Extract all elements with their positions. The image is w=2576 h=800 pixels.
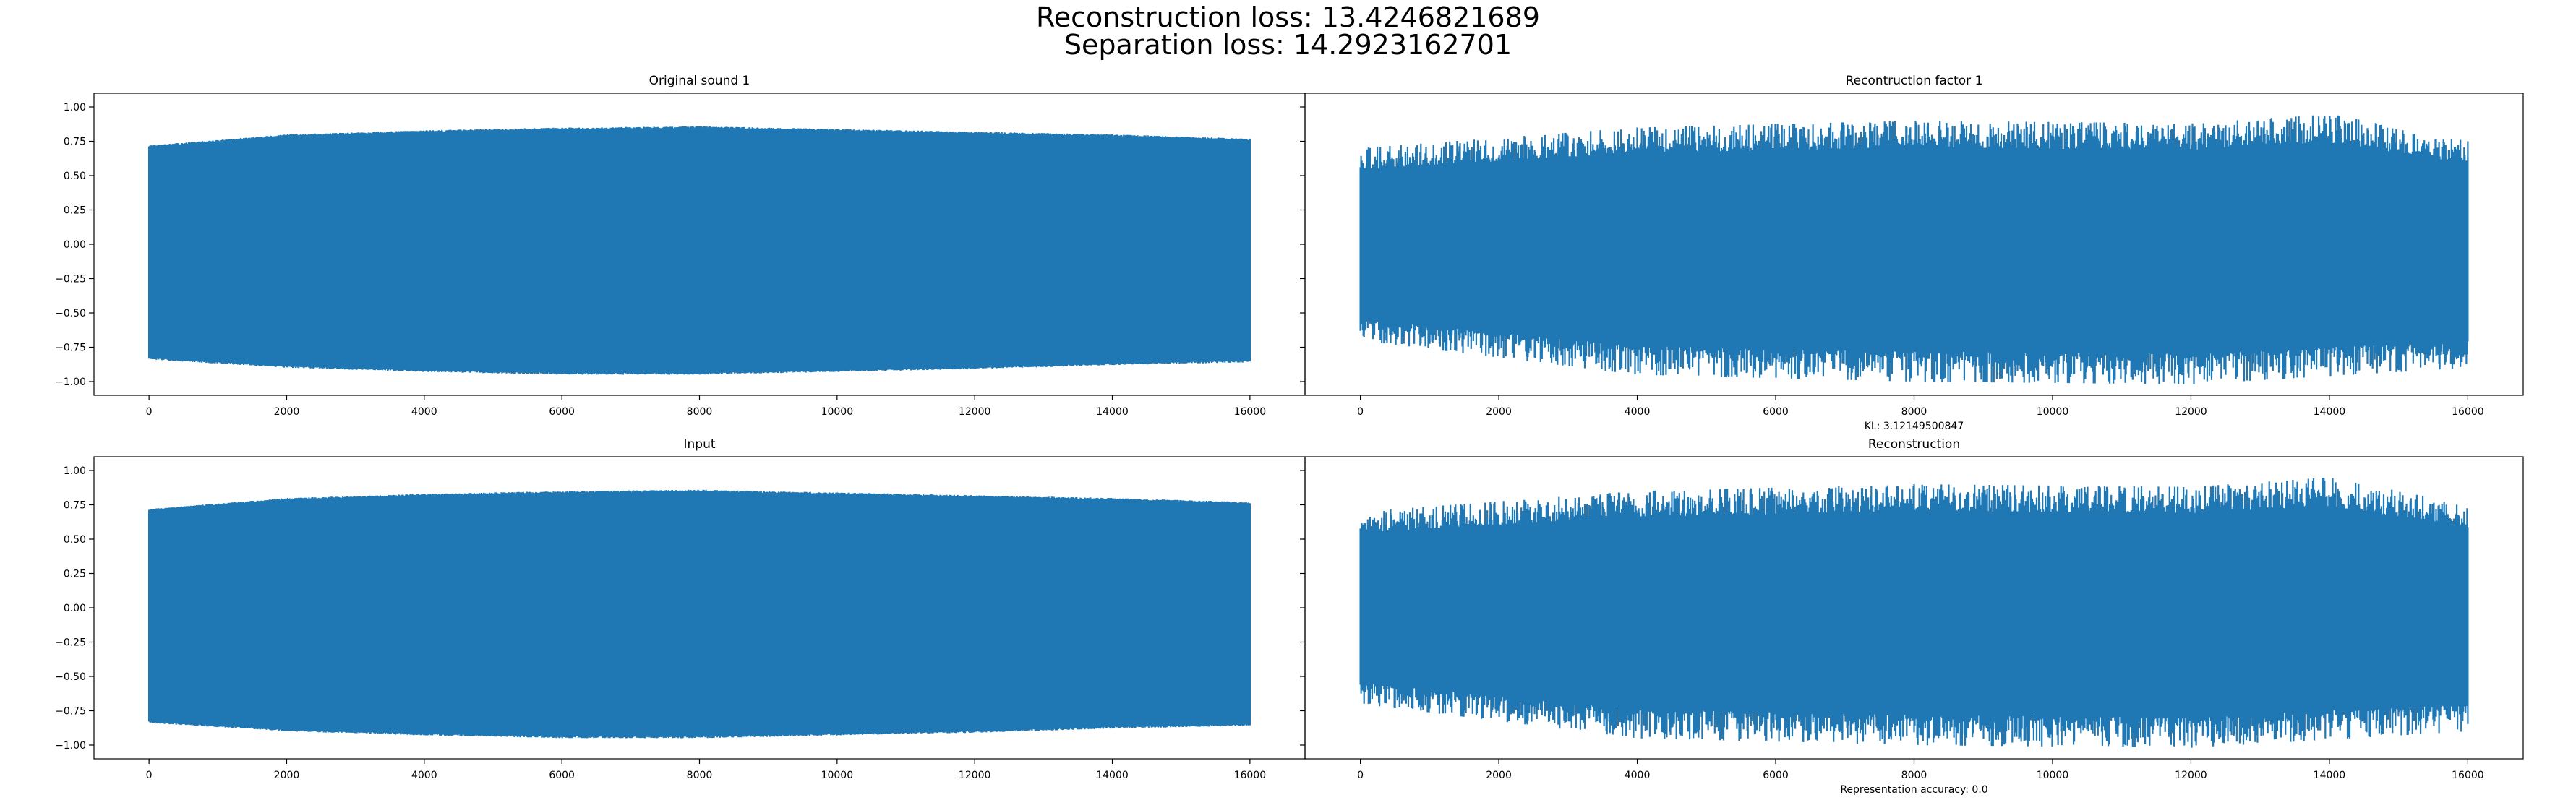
x-axis-label: Representation accuracy: 0.0 — [1840, 784, 1987, 796]
y-tick-label: −1.00 — [55, 377, 86, 388]
x-tick-label: 12000 — [959, 406, 991, 418]
x-tick-label: 0 — [146, 770, 153, 781]
y-tick-label: 1.00 — [64, 102, 86, 113]
x-tick-label: 14000 — [1096, 770, 1129, 781]
x-tick-label: 12000 — [2175, 406, 2207, 418]
x-tick-label: 0 — [1357, 406, 1364, 418]
x-tick-label: 14000 — [2314, 406, 2346, 418]
x-tick-label: 14000 — [2314, 770, 2346, 781]
subplot-top-left: Original sound 1 0 2000 4000 6000 8000 10000 12… — [55, 74, 1306, 418]
x-tick-label: 8000 — [1901, 406, 1927, 418]
x-tick-label: 8000 — [687, 406, 713, 418]
x-tick-label: 4000 — [411, 770, 437, 781]
y-tick-label: −0.50 — [55, 308, 86, 319]
x-tick-label: 10000 — [2037, 406, 2069, 418]
x-tick-label: 6000 — [1763, 406, 1789, 418]
x-tick-label: 4000 — [1625, 770, 1651, 781]
subplot-bottom-right: Reconstruction 0 2000 4000 6000 8000 10000 1200… — [1300, 437, 2524, 796]
x-tick-label: 0 — [1357, 770, 1364, 781]
x-tick-label: 8000 — [1901, 770, 1927, 781]
suptitle-reconstruction-loss: Reconstruction loss: 13.4246821689 — [1036, 1, 1540, 33]
waveform-line — [148, 126, 1251, 375]
subplot-title: Reconstruction — [1868, 437, 1960, 452]
x-tick-label: 16000 — [1234, 770, 1267, 781]
x-tick-label: 10000 — [2037, 770, 2069, 781]
waveform-line — [1359, 115, 2469, 384]
waveform-line — [148, 489, 1251, 739]
x-tick-label: 12000 — [2175, 770, 2207, 781]
y-tick-label: 0.00 — [64, 239, 86, 251]
y-tick-label: 0.75 — [64, 137, 86, 148]
subplot-title: Original sound 1 — [649, 74, 750, 88]
y-tick-label: 0.75 — [64, 500, 86, 512]
x-axis-label: KL: 3.12149500847 — [1865, 421, 1964, 432]
x-tick-label: 6000 — [1763, 770, 1789, 781]
y-tick-label: 0.25 — [64, 205, 86, 217]
subplot-bottom-left: Input 0 2000 4000 6000 8000 10000 12000 14000 160… — [55, 437, 1306, 781]
x-tick-label: 2000 — [1486, 770, 1512, 781]
x-tick-label: 14000 — [1096, 406, 1129, 418]
x-tick-label: 10000 — [821, 406, 854, 418]
y-tick-label: 1.00 — [64, 465, 86, 477]
y-tick-label: 0.00 — [64, 603, 86, 614]
x-tick-label: 16000 — [2452, 406, 2484, 418]
x-tick-label: 2000 — [274, 770, 300, 781]
y-tick-label: 0.50 — [64, 534, 86, 546]
x-tick-label: 12000 — [959, 770, 991, 781]
waveform-line — [1359, 478, 2469, 748]
x-tick-label: 8000 — [687, 770, 713, 781]
y-tick-label: 0.25 — [64, 569, 86, 580]
x-tick-label: 6000 — [549, 406, 575, 418]
x-tick-label: 16000 — [1234, 406, 1267, 418]
y-tick-label: −0.50 — [55, 671, 86, 683]
x-tick-label: 4000 — [411, 406, 437, 418]
x-tick-label: 2000 — [274, 406, 300, 418]
y-tick-label: −0.75 — [55, 343, 86, 354]
y-tick-label: 0.50 — [64, 171, 86, 182]
x-tick-label: 4000 — [1625, 406, 1651, 418]
y-tick-label: −0.25 — [55, 637, 86, 649]
y-tick-label: −0.75 — [55, 706, 86, 718]
x-tick-label: 10000 — [821, 770, 854, 781]
x-tick-label: 16000 — [2452, 770, 2484, 781]
x-tick-label: 6000 — [549, 770, 575, 781]
y-tick-label: −1.00 — [55, 740, 86, 752]
x-tick-label: 0 — [146, 406, 153, 418]
subplot-title: Input — [683, 437, 715, 452]
y-tick-label: −0.25 — [55, 274, 86, 285]
suptitle-separation-loss: Separation loss: 14.2923162701 — [1064, 29, 1512, 61]
subplot-top-right: Recontruction factor 1 0 2000 4000 6000 8000 1… — [1300, 74, 2524, 432]
x-tick-label: 2000 — [1486, 406, 1512, 418]
subplot-title: Recontruction factor 1 — [1846, 74, 1983, 88]
